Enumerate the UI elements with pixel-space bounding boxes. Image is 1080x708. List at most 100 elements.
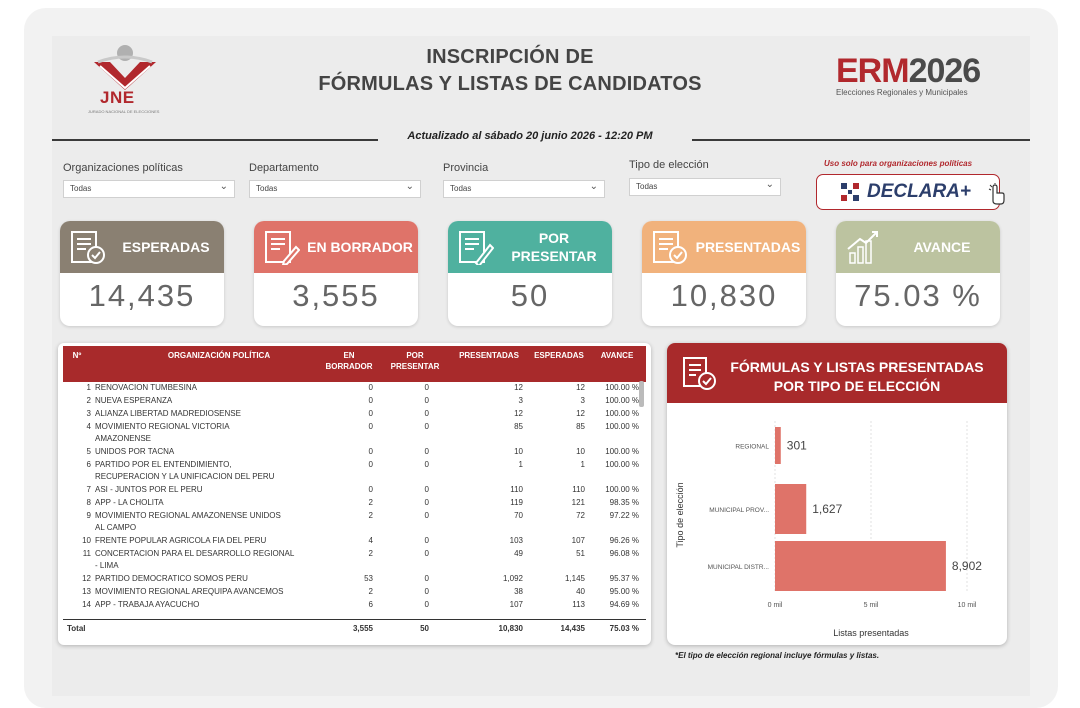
cell-esp: 10 xyxy=(576,447,585,456)
cell-esp: 110 xyxy=(572,485,585,494)
col-header-org: ORGANIZACIÓN POLÍTICA xyxy=(167,351,271,360)
chevron-down-icon: ⌄ xyxy=(765,179,774,190)
table-row: 5 0 0 10 10 100.00 % UNIDOS POR TACNA xyxy=(63,445,646,458)
y-category-label: MUNICIPAL PROV... xyxy=(709,507,769,514)
filter-departamento-select[interactable]: Todas ⌄ xyxy=(249,180,421,198)
total-por-presentar: 50 xyxy=(420,624,429,633)
table-row: 12 53 0 1,092 1,145 95.37 % PARTIDO DEMOCRATIC… xyxy=(63,572,646,585)
table-scrollbar[interactable] xyxy=(639,381,644,407)
x-tick-label: 10 mil xyxy=(958,602,977,609)
cell-n: 10 xyxy=(82,536,91,545)
filter-organizaciones-select[interactable]: Todas ⌄ xyxy=(63,180,235,198)
cell-por: 0 xyxy=(424,600,429,609)
chart-panel: FÓRMULAS Y LISTAS PRESENTADAS POR TIPO D… xyxy=(667,343,1007,645)
cell-por: 0 xyxy=(424,587,429,596)
cell-pres: 107 xyxy=(509,600,523,609)
cell-av: 96.26 % xyxy=(609,536,639,545)
y-category-label: MUNICIPAL DISTR... xyxy=(708,564,770,571)
cell-borr: 0 xyxy=(368,460,373,469)
bar xyxy=(775,484,807,534)
jne-logo-text: JNE xyxy=(100,88,135,107)
kpi-value-esperadas: 14,435 xyxy=(88,278,196,313)
cell-n: 14 xyxy=(82,600,91,609)
cell-por: 0 xyxy=(424,574,429,583)
document-check-icon xyxy=(71,231,105,264)
table-row: 8 2 0 119 121 98.35 % APP - LA CHOLITA xyxy=(63,496,646,509)
jne-logo-icon xyxy=(94,45,156,90)
cell-por: 0 xyxy=(424,422,429,431)
cell-por: 0 xyxy=(424,447,429,456)
cell-esp: 1 xyxy=(580,460,585,469)
filter-label-departamento: Departamento xyxy=(249,162,319,174)
document-check-icon xyxy=(683,357,716,390)
cell-pres: 119 xyxy=(510,498,523,507)
chart-footnote: *El tipo de elección regional incluye fó… xyxy=(675,651,880,660)
cell-org: MOVIMIENTO REGIONAL VICTORIA xyxy=(95,422,230,431)
cell-esp: 12 xyxy=(576,383,585,392)
cell-av: 97.22 % xyxy=(609,511,639,520)
cell-org: RENOVACION TUMBESINA xyxy=(95,383,197,392)
cell-org: - LIMA xyxy=(95,561,119,570)
cell-av: 95.00 % xyxy=(609,587,639,596)
cell-esp: 85 xyxy=(576,422,585,431)
declara-note: Uso solo para organizaciones políticas xyxy=(824,159,973,168)
bar-chart: 0 mil 5 mil 10 mil REGIONAL 301 MUNICIPAL PRO… xyxy=(675,421,982,638)
kpi-label-avance: AVANCE xyxy=(913,239,971,255)
cell-n: 13 xyxy=(82,587,91,596)
cell-esp: 3 xyxy=(580,396,585,405)
last-updated: Actualizado al sábado 20 junio 2026 - 12… xyxy=(407,130,653,142)
table-row: 11 2 0 49 51 96.08 % CONCERTACION PARA EL DESA… xyxy=(63,547,646,572)
cell-esp: 113 xyxy=(572,600,585,609)
growth-chart-icon xyxy=(847,231,878,264)
cell-borr: 6 xyxy=(368,600,373,609)
cell-por: 0 xyxy=(424,460,429,469)
cell-av: 100.00 % xyxy=(605,485,639,494)
kpi-card-esperadas: ESPERADAS 14,435 xyxy=(60,221,224,326)
kpi-value-avance: 75.03 % xyxy=(854,278,982,313)
filter-provincia-select[interactable]: Todas ⌄ xyxy=(443,180,605,198)
col-header-avance: AVANCE xyxy=(600,351,634,360)
chevron-down-icon: ⌄ xyxy=(219,181,228,192)
cell-por: 0 xyxy=(424,485,429,494)
cell-borr: 53 xyxy=(364,574,373,583)
jne-logo-subtitle: JURADO NACIONAL DE ELECCIONES xyxy=(88,109,160,114)
cell-borr: 0 xyxy=(368,409,373,418)
cell-borr: 0 xyxy=(368,396,373,405)
page-title: INSCRIPCIÓN DE FÓRMULAS Y LISTAS DE CAND… xyxy=(318,46,702,95)
kpi-label-en-borrador: EN BORRADOR xyxy=(307,239,413,255)
cell-esp: 51 xyxy=(576,549,585,558)
cell-borr: 4 xyxy=(368,536,373,545)
cell-org: APP - TRABAJA AYACUCHO xyxy=(95,600,200,609)
cell-n: 3 xyxy=(86,409,91,418)
cell-av: 100.00 % xyxy=(605,447,639,456)
bar-value-label: 1,627 xyxy=(812,502,842,516)
cell-pres: 12 xyxy=(514,383,523,392)
cell-org: UNIDOS POR TACNA xyxy=(95,447,175,456)
cell-borr: 2 xyxy=(368,498,373,507)
cell-pres: 1,092 xyxy=(502,574,523,583)
cell-esp: 121 xyxy=(571,498,585,507)
filter-tipo-eleccion-select[interactable]: Todas ⌄ xyxy=(629,178,781,196)
cell-n: 11 xyxy=(82,549,91,558)
declara-button[interactable]: DECLARA+ xyxy=(816,174,1005,210)
y-axis-label: Tipo de elección xyxy=(675,482,685,547)
cell-n: 7 xyxy=(86,485,91,494)
cell-por: 0 xyxy=(424,549,429,558)
cell-av: 100.00 % xyxy=(605,396,639,405)
erm-logo: ERM2026 xyxy=(836,52,981,90)
cell-org: RECUPERACION Y LA UNIFICACION DEL PERU xyxy=(95,472,275,481)
click-hand-icon xyxy=(988,183,1005,205)
cell-av: 100.00 % xyxy=(605,460,639,469)
col-header-borrador: EN BORRADOR xyxy=(325,351,373,371)
cell-por: 0 xyxy=(424,409,429,418)
table-row: 6 0 0 1 1 100.00 % PARTIDO POR EL ENTENDIMIENT… xyxy=(63,458,646,483)
cell-org: FRENTE POPULAR AGRICOLA FIA DEL PERU xyxy=(95,536,267,545)
table-row: 2 0 0 3 3 100.00 % NUEVA ESPERANZA xyxy=(63,394,646,407)
table-row: 13 2 0 38 40 95.00 % MOVIMIENTO REGIONAL AREQU… xyxy=(63,585,646,598)
cell-av: 94.69 % xyxy=(609,600,639,609)
kpi-card-por-presentar: POR PRESENTAR 50 xyxy=(448,221,612,326)
cell-org: MOVIMIENTO REGIONAL AREQUIPA AVANCEMOS xyxy=(95,587,284,596)
chevron-down-icon: ⌄ xyxy=(589,181,598,192)
col-header-presentadas: PRESENTADAS xyxy=(459,351,519,360)
kpi-card-avance: AVANCE 75.03 % xyxy=(836,221,1000,326)
